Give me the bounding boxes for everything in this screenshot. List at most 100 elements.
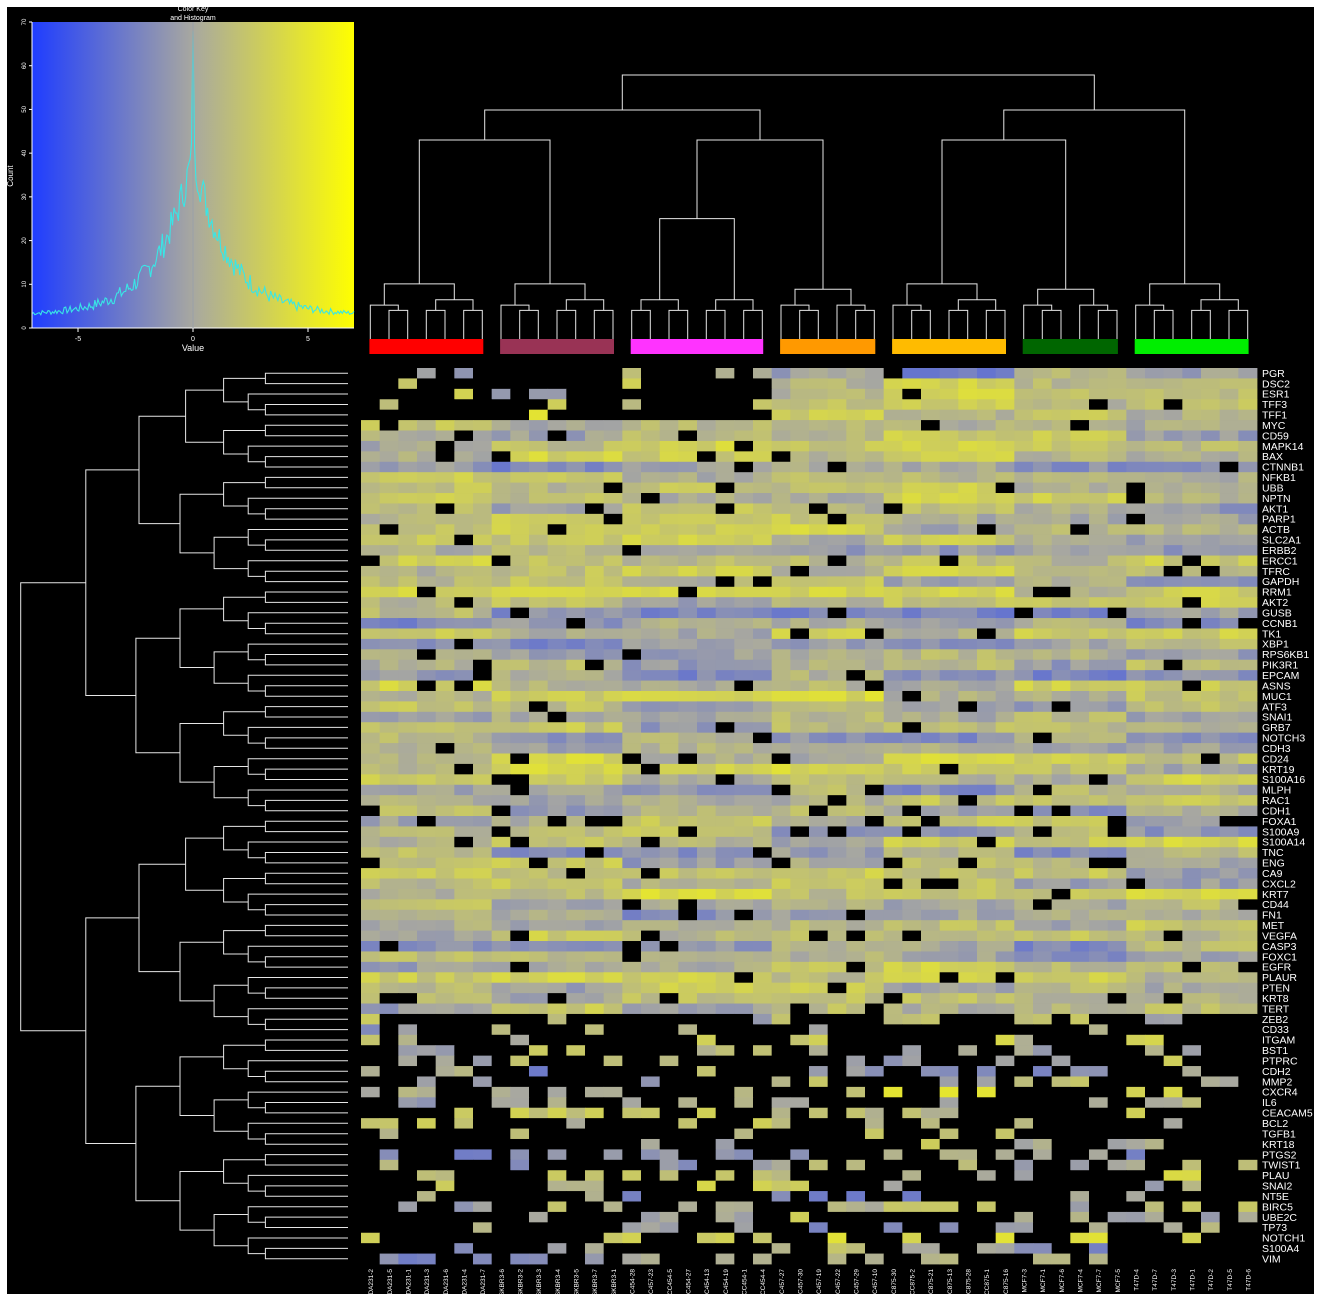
heatmap-cell	[1126, 1107, 1146, 1119]
heatmap-cell	[1163, 868, 1183, 879]
heatmap-cell	[790, 1086, 810, 1098]
heatmap-cell	[865, 461, 885, 473]
heatmap-cell	[641, 493, 661, 504]
heatmap-cell	[921, 472, 941, 484]
heatmap-cell	[659, 420, 679, 431]
heatmap-cell	[510, 440, 530, 452]
heatmap-cell	[1238, 1055, 1258, 1067]
heatmap-cell	[1033, 1107, 1053, 1119]
heatmap-cell	[883, 461, 903, 473]
heatmap-cell	[473, 545, 493, 556]
heatmap-cell	[697, 868, 717, 879]
heatmap-cell	[361, 899, 381, 911]
heatmap-cell	[995, 472, 1015, 484]
heatmap-cell	[1089, 722, 1109, 734]
heatmap-cell	[547, 513, 567, 525]
heatmap-cell	[566, 763, 586, 775]
heatmap-cell	[1201, 732, 1221, 744]
heatmap-cell	[417, 1191, 437, 1202]
heatmap-cell	[715, 1045, 735, 1057]
column-dendrogram-branch	[941, 139, 1067, 290]
heatmap-cell	[809, 472, 829, 484]
heatmap-cell	[1126, 805, 1146, 817]
heatmap-cell	[1107, 576, 1127, 588]
heatmap-cell	[809, 638, 829, 650]
heatmap-cell	[902, 961, 922, 973]
heatmap-cell	[1089, 597, 1109, 609]
heatmap-cell	[1163, 982, 1183, 994]
heatmap-cell	[510, 961, 530, 973]
heatmap-cell	[398, 1013, 418, 1025]
row-label: PIK3R1	[1262, 660, 1298, 672]
heatmap-cell	[1201, 649, 1221, 661]
heatmap-cell	[1089, 743, 1109, 754]
heatmap-cell	[1145, 1180, 1165, 1192]
heatmap-cell	[473, 430, 493, 442]
heatmap-cell	[1089, 659, 1109, 671]
column-label: MCF7-3	[1022, 1269, 1029, 1293]
heatmap-cell	[1145, 1211, 1165, 1223]
heatmap-cell	[361, 388, 381, 400]
heatmap-cell	[510, 430, 530, 442]
heatmap-cell	[771, 722, 791, 734]
heatmap-cell	[995, 961, 1015, 973]
heatmap-cell	[1219, 493, 1239, 504]
heatmap-cell	[1163, 1243, 1183, 1254]
row-label: BST1	[1262, 1045, 1288, 1057]
heatmap-cell	[771, 524, 791, 536]
heatmap-cell	[697, 1159, 717, 1171]
heatmap-cell	[1033, 982, 1053, 994]
heatmap-cell	[454, 722, 474, 734]
heatmap-cell	[883, 1045, 903, 1057]
heatmap-cell	[1014, 1055, 1034, 1067]
heatmap-cell	[678, 586, 698, 598]
heatmap-cell	[883, 1118, 903, 1129]
heatmap-cell	[846, 545, 866, 556]
heatmap-cell	[827, 368, 847, 379]
heatmap-cell	[379, 951, 399, 963]
heatmap-cell	[753, 472, 773, 484]
heatmap-cell	[622, 961, 642, 973]
row-dendrogram-branch	[247, 1008, 348, 1025]
heatmap-cell	[1145, 607, 1165, 619]
heatmap-cell	[1126, 1086, 1146, 1098]
heatmap-cell	[865, 920, 885, 932]
heatmap-cell	[771, 1024, 791, 1036]
heatmap-cell	[491, 1253, 511, 1265]
heatmap-cell	[566, 670, 586, 681]
heatmap-cell	[958, 1159, 978, 1171]
heatmap-cell	[734, 930, 754, 942]
heatmap-cell	[1126, 1243, 1146, 1254]
heatmap-cell	[771, 1191, 791, 1202]
heatmap-cell	[1163, 420, 1183, 431]
heatmap-cell	[379, 420, 399, 431]
heatmap-cell	[734, 607, 754, 619]
heatmap-cell	[585, 805, 605, 817]
row-label: FOXA1	[1262, 816, 1297, 828]
heatmap-cell	[697, 576, 717, 588]
row-dendrogram-branch	[85, 917, 139, 1144]
heatmap-cell	[753, 909, 773, 921]
heatmap-cell	[921, 524, 941, 536]
heatmap-cell	[921, 847, 941, 859]
heatmap-cell	[734, 680, 754, 692]
heatmap-cell	[566, 638, 586, 650]
heatmap-cell	[547, 722, 567, 734]
heatmap-cell	[921, 368, 941, 379]
heatmap-cell	[902, 565, 922, 577]
heatmap-cell	[1145, 1253, 1165, 1265]
heatmap-cell	[939, 836, 959, 848]
heatmap-cell	[809, 1003, 829, 1015]
heatmap-cell	[827, 649, 847, 661]
heatmap-cell	[715, 638, 735, 650]
heatmap-cell	[510, 1076, 530, 1088]
heatmap-cell	[902, 586, 922, 598]
row-label: BCL2	[1262, 1118, 1288, 1130]
heatmap-cell	[622, 482, 642, 494]
heatmap-cell	[379, 795, 399, 806]
heatmap-cell	[753, 711, 773, 723]
heatmap-cell	[1238, 597, 1258, 609]
heatmap-cell	[566, 1055, 586, 1067]
row-label: NFKB1	[1262, 472, 1296, 484]
column-label: CC454-1	[742, 1269, 749, 1295]
